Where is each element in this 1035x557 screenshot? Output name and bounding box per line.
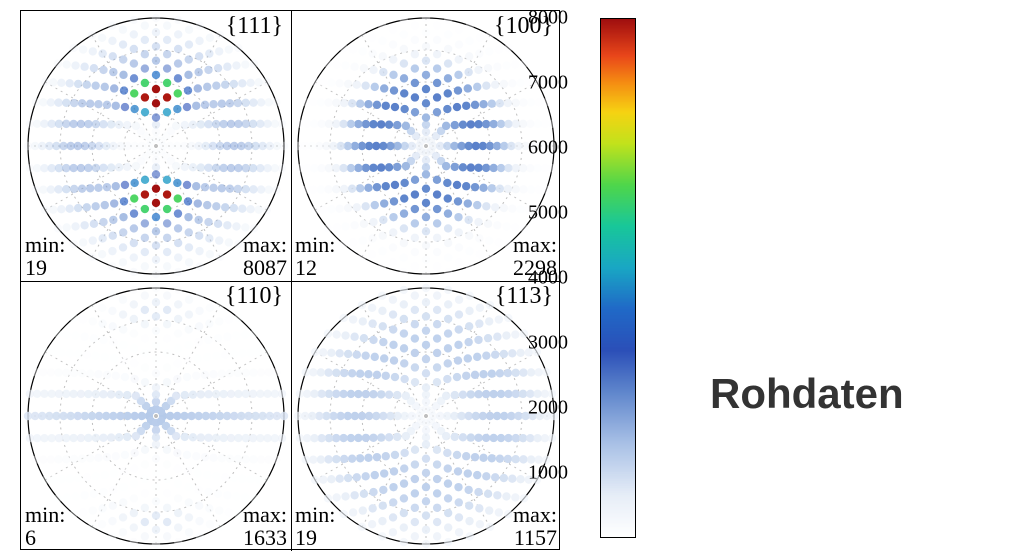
hkl-label: {110}: [225, 283, 283, 310]
panel-111: {111} min: 19 max: 8087: [21, 11, 291, 281]
max-readout: max: 1157: [513, 503, 557, 549]
min-readout: min: 19: [25, 233, 65, 279]
side-title: Rohdaten: [710, 370, 904, 418]
max-readout: max: 8087: [243, 233, 287, 279]
panel-100: {100} min: 12 max: 2298: [291, 11, 561, 281]
min-readout: min: 6: [25, 503, 65, 549]
min-readout: min: 12: [295, 233, 335, 279]
colorbar-canvas: [600, 18, 636, 538]
max-readout: max: 1633: [243, 503, 287, 549]
panel-110: {110} min: 6 max: 1633: [21, 281, 291, 551]
hkl-label: {111}: [226, 13, 283, 40]
polefigure-grid: {111} min: 19 max: 8087 {100} min: 12 ma…: [20, 10, 560, 550]
panel-113: {113} min: 19 max: 1157: [291, 281, 561, 551]
min-readout: min: 19: [295, 503, 335, 549]
colorbar: 10002000300040005000600070008000: [575, 18, 645, 538]
